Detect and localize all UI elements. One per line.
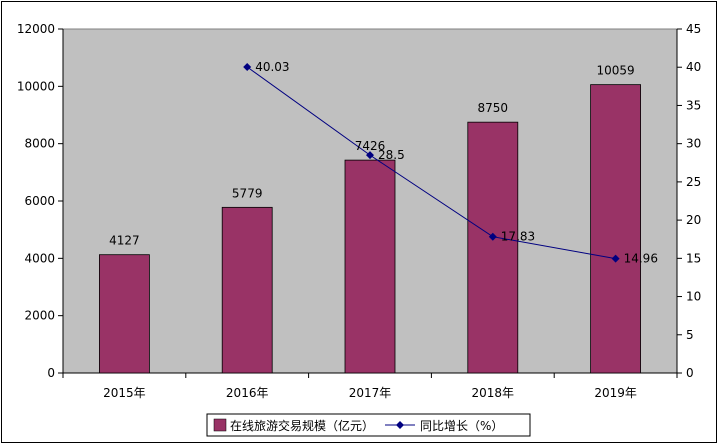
right-tick-label: 25 [686,175,701,189]
right-tick-label: 20 [686,213,701,227]
bar-series [99,84,641,374]
right-y-axis: 0 5 10 15 20 25 30 35 40 45 [676,22,701,380]
line-series [243,62,620,263]
left-tick-label: 10000 [17,79,55,93]
line-point [488,232,497,241]
line-data-label: 40.03 [255,60,289,74]
line-point [611,254,620,263]
line-data-label: 14.96 [624,252,658,266]
bar [99,254,150,374]
line-data-label: 28.5 [378,148,405,162]
right-tick-label: 30 [686,137,701,151]
bar-data-label: 4127 [109,234,140,248]
line-data-label: 17.83 [501,230,535,244]
bar-data-label: 5779 [232,186,263,200]
left-tick-label: 6000 [24,194,55,208]
right-tick-label: 15 [686,251,701,265]
x-tick-label: 2017年 [349,386,392,400]
line-point [243,62,252,71]
right-tick-label: 0 [686,366,694,380]
right-tick-label: 45 [686,22,701,36]
left-tick-label: 8000 [24,137,55,151]
data-labels: 4127 5779 7426 8750 10059 40.03 28.5 17.83 14.96 [109,60,658,266]
x-tick-label: 2015年 [103,386,146,400]
legend-box [206,413,531,437]
right-tick-label: 40 [686,60,701,74]
right-tick-label: 5 [686,328,694,342]
left-tick-label: 0 [47,366,55,380]
bar [221,206,273,374]
left-tick-label: 12000 [17,22,55,36]
bar-data-label: 8750 [478,101,509,115]
legend: 在线旅游交易规模（亿元） 同比增长（%） [206,413,531,437]
growth-line [246,66,616,260]
legend-line-marker [396,421,404,429]
legend-bar-swatch [213,418,227,432]
legend-line-label: 同比增长（%） [420,419,503,433]
x-axis: 2015年 2016年 2017年 2018年 2019年 [62,372,678,400]
right-tick-label: 10 [686,290,701,304]
bar-data-label: 10059 [597,64,635,78]
bar [467,121,519,374]
left-tick-label: 2000 [24,309,55,323]
x-tick-label: 2019年 [594,386,637,400]
bar-data-label: 7426 [355,139,386,153]
bar [344,159,396,374]
left-y-axis: 0 2000 4000 6000 8000 10000 12000 [17,22,64,380]
legend-bar-label: 在线旅游交易规模（亿元） [230,418,374,433]
right-tick-label: 35 [686,98,701,112]
left-tick-label: 4000 [24,251,55,265]
bar [590,84,641,374]
line-point [366,151,374,160]
x-tick-label: 2016年 [226,386,269,400]
x-tick-label: 2018年 [472,386,515,400]
